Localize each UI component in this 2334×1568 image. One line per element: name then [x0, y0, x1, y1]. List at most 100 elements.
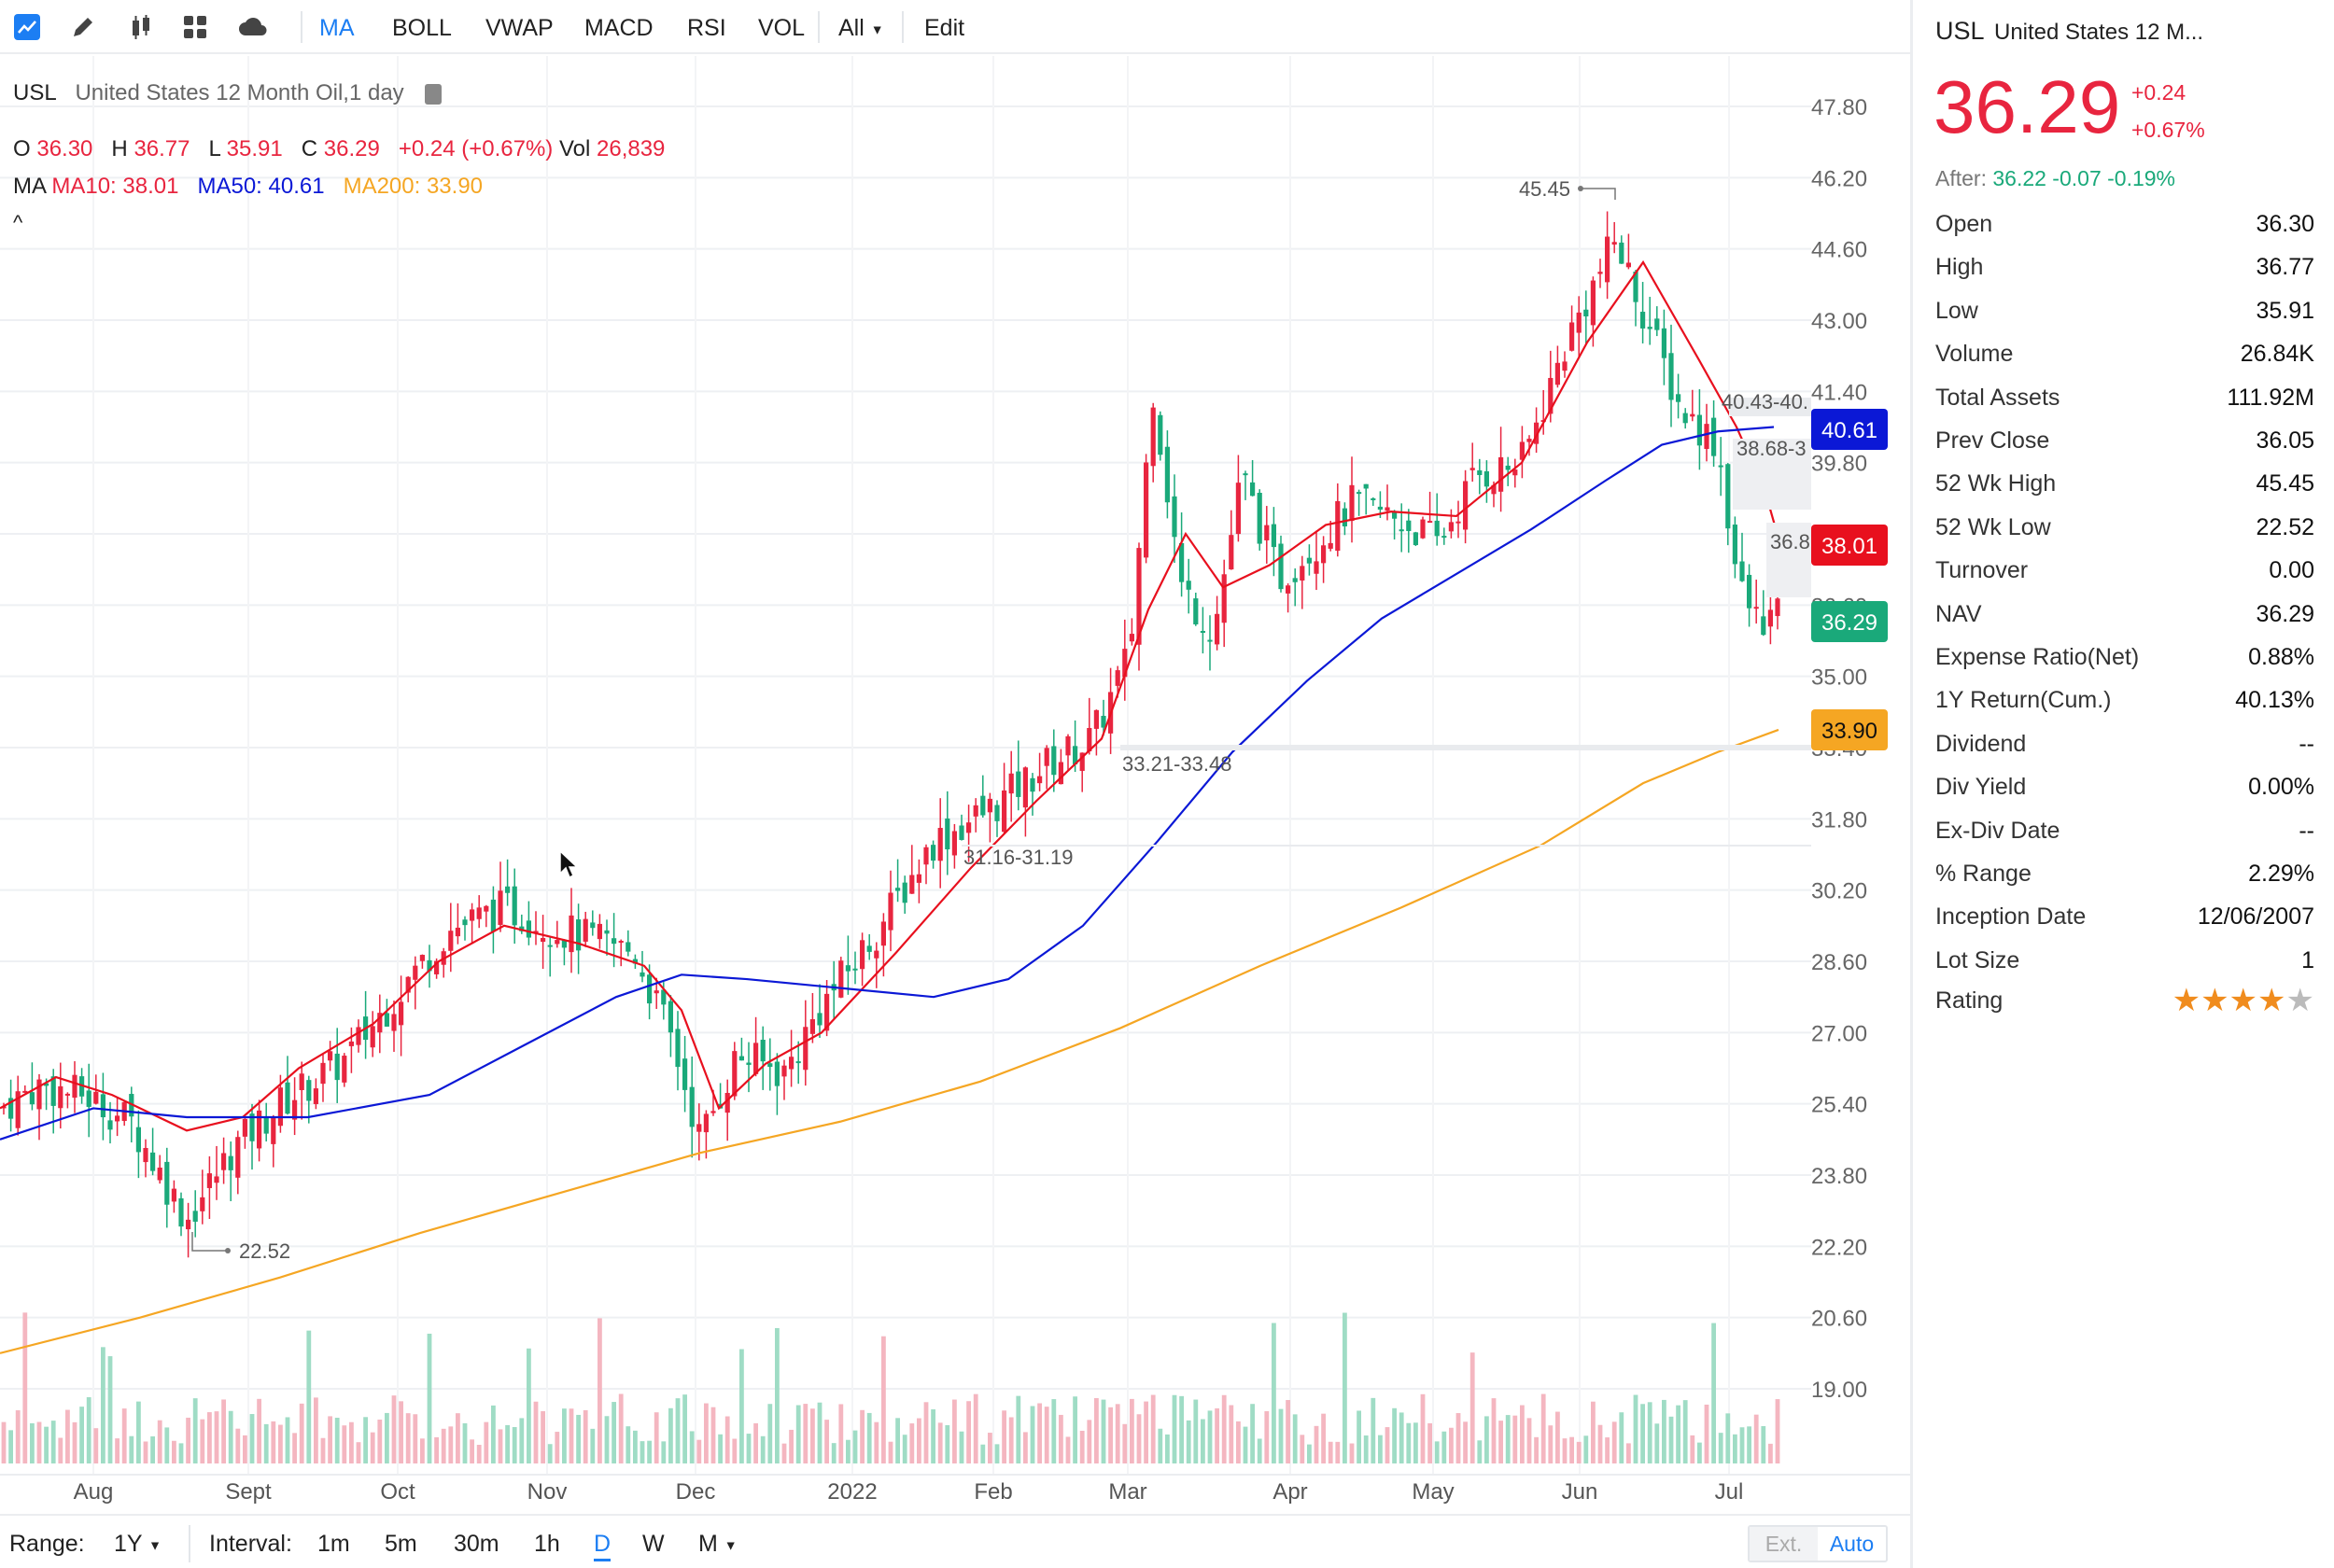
volume-bar — [1449, 1427, 1454, 1463]
candle-body — [64, 1093, 70, 1096]
candle-body — [107, 1120, 113, 1130]
candle-body — [470, 909, 475, 921]
indicator-boll[interactable]: BOLL — [392, 15, 452, 41]
high-annotation: 45.45 — [1519, 177, 1570, 201]
interval-30m[interactable]: 30m — [454, 1531, 499, 1557]
interval-1m[interactable]: 1m — [317, 1531, 350, 1557]
indicator-all-dropdown[interactable]: All ▼ — [838, 13, 884, 43]
pencil-icon[interactable] — [65, 9, 101, 45]
indicator-ma[interactable]: MA — [319, 15, 355, 41]
volume-bar — [923, 1402, 929, 1463]
volume-bar — [1051, 1399, 1057, 1463]
interval-d[interactable]: D — [594, 1529, 612, 1561]
candle-body — [228, 1155, 233, 1170]
volume-bar — [541, 1411, 545, 1463]
volume-bar — [1257, 1438, 1262, 1463]
candlestick-icon[interactable] — [123, 9, 159, 45]
grid-icon[interactable] — [177, 9, 213, 45]
high-value: 36.77 — [134, 136, 190, 161]
volume-bar — [1753, 1414, 1759, 1463]
candle-body — [703, 1113, 709, 1133]
volume-bar — [405, 1413, 411, 1463]
volume-bar — [434, 1436, 439, 1463]
candle-body — [1413, 532, 1418, 546]
candle-body — [1654, 318, 1660, 330]
indicator-macd[interactable]: MACD — [584, 15, 654, 41]
candle-body — [22, 1090, 28, 1093]
time-tick-label: Feb — [974, 1479, 1012, 1505]
volume-bar — [626, 1426, 631, 1463]
price-tick-label: 22.20 — [1811, 1235, 1867, 1260]
volume-bar — [618, 1393, 624, 1463]
interval-m-dropdown[interactable]: M ▼ — [698, 1529, 738, 1560]
volume-bar — [1172, 1394, 1177, 1463]
candle-body — [1186, 581, 1191, 590]
interval-w[interactable]: W — [642, 1531, 665, 1557]
cloud-icon[interactable] — [235, 9, 271, 45]
indicator-vol[interactable]: VOL — [758, 15, 806, 41]
rating-stars: ★★★★★ — [2172, 982, 2314, 1022]
candle-body — [689, 1086, 695, 1127]
candle-body — [1590, 280, 1596, 326]
candle-body — [1767, 609, 1773, 627]
rating-row: Rating ★★★★★ — [1935, 982, 2314, 1019]
ext-button[interactable]: Ext. — [1750, 1527, 1818, 1561]
interval-5m[interactable]: 5m — [385, 1531, 417, 1557]
price-tick-label: 44.60 — [1811, 238, 1867, 263]
volume-bar — [391, 1395, 397, 1463]
volume-bar — [902, 1435, 907, 1463]
auto-button[interactable]: Auto — [1829, 1532, 1875, 1556]
candle-body — [1477, 469, 1483, 475]
volume-bar — [704, 1403, 709, 1463]
candle-body — [612, 938, 617, 945]
volume-bar — [866, 1412, 872, 1463]
volume-bar — [852, 1430, 858, 1463]
candle-body — [1732, 525, 1737, 565]
candle-body — [157, 1168, 162, 1181]
candle-body — [795, 1061, 801, 1064]
chart-area[interactable]: 47.8046.2044.6043.0041.4039.8038.2036.60… — [0, 54, 1910, 1514]
edit-button[interactable]: Edit — [924, 15, 965, 41]
time-tick-label: Dec — [676, 1479, 716, 1505]
candle-body — [86, 1090, 91, 1107]
price-tick-label: 30.20 — [1811, 879, 1867, 904]
candle-body — [1079, 752, 1085, 771]
range-dropdown[interactable]: 1Y ▼ — [114, 1529, 162, 1560]
candle-body — [916, 874, 921, 883]
volume-bar — [221, 1399, 226, 1463]
chart-line-icon[interactable] — [9, 9, 45, 45]
interval-1h[interactable]: 1h — [534, 1531, 560, 1557]
candle-body — [1030, 777, 1035, 792]
candle-body — [1022, 767, 1028, 808]
volume-bar — [192, 1398, 198, 1463]
candle-body — [1661, 328, 1666, 358]
volume-bar — [1768, 1443, 1773, 1463]
candle-body — [498, 890, 503, 925]
volume-bar — [1016, 1395, 1021, 1463]
candle-body — [100, 1094, 105, 1118]
mouse-cursor-icon — [559, 849, 579, 879]
price-chart[interactable]: 47.8046.2044.6043.0041.4039.8038.2036.60… — [0, 54, 1910, 1514]
stat-value: 26.84K — [2240, 341, 2314, 368]
collapse-legend-button[interactable]: ^ — [13, 211, 23, 234]
indicator-vwap[interactable]: VWAP — [485, 15, 554, 41]
volume-bar — [689, 1431, 695, 1463]
stat-label: Total Assets — [1935, 384, 2060, 411]
volume-bar — [1690, 1435, 1695, 1463]
volume-bar — [448, 1426, 454, 1463]
time-tick-label: Oct — [380, 1479, 415, 1505]
volume-bar — [512, 1427, 517, 1463]
indicator-rsi[interactable]: RSI — [687, 15, 726, 41]
candle-body — [277, 1087, 283, 1127]
volume-bar — [228, 1410, 233, 1463]
candle-body — [93, 1091, 99, 1104]
candle-body — [455, 927, 460, 937]
ma10-price-tag: 38.01 — [1821, 534, 1877, 559]
candle-body — [1611, 242, 1617, 245]
candle-body — [789, 1057, 794, 1070]
volume-bar — [1583, 1435, 1589, 1463]
candle-body — [1753, 607, 1759, 609]
candle-body — [767, 1063, 773, 1068]
notes-icon[interactable] — [425, 83, 443, 105]
star-filled-icon: ★ — [2257, 983, 2286, 1018]
